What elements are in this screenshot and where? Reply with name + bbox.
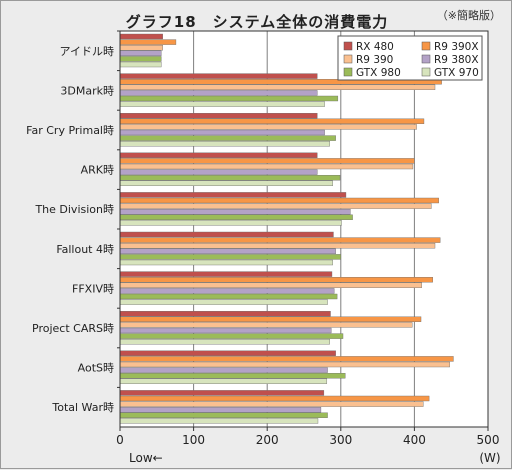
x-tick-label: 500 [477,433,500,447]
legend-swatch [343,54,353,64]
category-label: Far Cry Primal時 [26,124,114,137]
bar-r9-390 [119,84,436,91]
bar-r9-390 [119,45,163,51]
x-tick-label: 0 [116,433,124,447]
legend-swatch [343,41,353,51]
bar-r9-390 [119,242,436,249]
bar-r9-390x [119,118,425,125]
bar-gtx-970 [119,339,330,345]
legend-swatch [421,41,431,51]
bar-gtx-970 [119,140,330,147]
x-tick-label: 300 [329,433,352,447]
category-label: 3DMark時 [60,84,114,97]
bar-gtx-970 [119,378,328,384]
bar-rx-480 [119,231,334,238]
bar-gtx-970 [119,101,325,107]
bar-r9-390 [119,282,422,288]
legend-swatch [421,54,431,64]
bar-gtx-980 [119,56,162,62]
bar-rx-480 [119,311,331,317]
bar-gtx-970 [119,418,319,424]
legend-label: R9 390 [356,54,393,66]
bar-rx-480 [119,152,318,159]
legend-label: R9 390X [434,41,479,53]
bar-gtx-980 [119,214,353,221]
bar-r9-380x [119,129,325,136]
bar-gtx-980 [119,412,328,418]
x-unit-label: (W) [479,451,500,465]
legend-swatch [421,67,431,77]
bar-r9-380x [119,288,335,294]
category-label: The Division時 [34,203,114,216]
x-tick-label: 200 [256,433,279,447]
x-tick-label: 400 [403,433,426,447]
legend-box [337,35,483,81]
bar-r9-380x [119,208,351,215]
bar-gtx-970 [119,61,162,68]
legend-label: R9 380X [434,54,479,66]
bar-r9-390 [119,401,424,407]
category-label: Project CARS時 [32,322,114,335]
bar-gtx-970 [119,299,328,305]
bar-r9-390x [119,316,422,322]
bar-r9-380x [119,248,336,255]
bar-gtx-980 [119,135,336,141]
category-label: AotS時 [78,362,114,375]
bar-rx-480 [119,33,163,40]
category-label: Fallout 4時 [56,243,114,256]
legend-label: RX 480 [356,41,394,53]
bar-r9-390x [119,356,454,362]
bar-r9-380x [119,169,318,175]
bar-rx-480 [119,112,318,119]
bar-r9-380x [119,407,322,413]
bar-gtx-970 [119,220,342,226]
bar-r9-390 [119,124,417,130]
legend-swatch [343,67,353,77]
chart-note: （※簡略版） [436,9,501,22]
bar-r9-390 [119,163,414,170]
bar-r9-380x [119,50,162,56]
bar-rx-480 [119,73,318,79]
bar-rx-480 [119,390,325,396]
category-label: Total War時 [51,401,114,414]
bar-rx-480 [119,271,333,277]
bar-gtx-970 [119,180,333,187]
bar-r9-380x [119,327,332,334]
bar-r9-390 [119,203,432,209]
category-label: アイドル時 [60,45,114,58]
x-low-label: Low← [129,451,163,465]
bar-r9-390x [119,395,430,402]
bar-gtx-980 [119,174,341,181]
category-label: ARK時 [81,164,114,177]
legend-label: GTX 970 [434,67,479,79]
bar-r9-380x [119,367,328,373]
bar-gtx-980 [119,333,344,339]
bar-gtx-970 [119,259,333,266]
bar-gtx-980 [119,254,342,260]
chart-title: グラフ18 システム全体の消費電力 [125,13,389,31]
bar-r9-380x [119,90,318,96]
bar-r9-390x [119,197,439,204]
bar-gtx-980 [119,293,338,300]
category-label: FFXIV時 [72,282,114,295]
bar-gtx-980 [119,95,339,102]
bar-r9-390x [119,158,415,164]
bar-r9-390x [119,39,177,45]
bar-rx-480 [119,192,347,198]
bar-r9-390 [119,322,413,328]
x-tick-label: 100 [182,433,205,447]
bar-r9-390x [119,237,441,243]
plot-border [119,30,489,428]
legend-label: GTX 980 [356,67,401,79]
bar-r9-390 [119,361,450,368]
bar-rx-480 [119,350,336,356]
bar-r9-390x [119,277,433,283]
bar-gtx-980 [119,373,346,379]
